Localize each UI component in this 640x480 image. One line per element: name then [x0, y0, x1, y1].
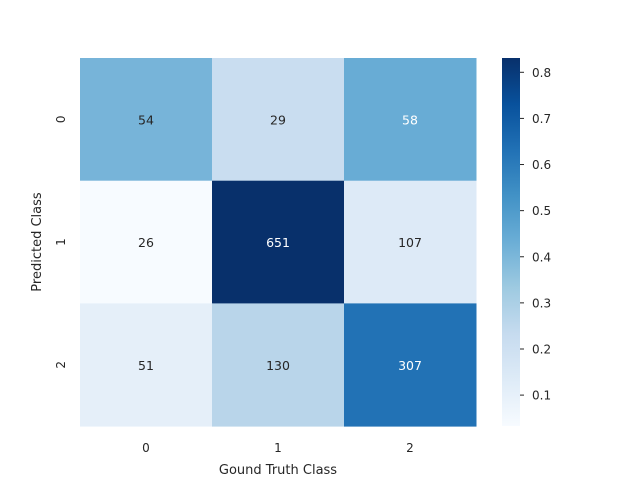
heatmap-cell	[212, 303, 345, 427]
colorbar-tick-label: 0.6	[532, 158, 551, 172]
heatmap-cell	[80, 180, 213, 304]
y-tick-label: 0	[54, 116, 68, 124]
colorbar-tick-label: 0.4	[532, 250, 551, 264]
cell-value-label: 54	[138, 112, 154, 127]
cell-value-label: 58	[402, 112, 418, 127]
heatmap-cell	[344, 303, 477, 427]
cell-value-label: 651	[266, 235, 290, 250]
heatmap-cell	[80, 58, 213, 182]
y-axis-ticks: 0 1 2	[54, 116, 68, 369]
cell-value-label: 29	[270, 112, 286, 127]
cell-value-label: 107	[398, 235, 422, 250]
x-tick-label: 2	[406, 441, 414, 455]
x-axis-label: Gound Truth Class	[219, 463, 337, 478]
colorbar-tick-label: 0.1	[532, 389, 551, 403]
heatmap-cell	[80, 303, 213, 427]
colorbar-tick-label: 0.2	[532, 342, 551, 356]
cell-value-label: 130	[266, 358, 290, 373]
colorbar-tick-label: 0.7	[532, 112, 551, 126]
y-tick-label: 1	[54, 238, 68, 246]
heatmap-cell	[344, 58, 477, 182]
cell-value-label: 26	[138, 235, 154, 250]
heatmap-cell	[212, 58, 345, 182]
x-tick-label: 1	[274, 441, 282, 455]
heatmap-cells: 54 29 58 26 651 107 51 130 307	[80, 58, 477, 427]
y-tick-label: 2	[54, 361, 68, 369]
y-axis-label: Predicted Class	[30, 192, 45, 292]
x-tick-label: 0	[142, 441, 150, 455]
heatmap-cell	[212, 180, 345, 304]
colorbar-tick-label: 0.5	[532, 204, 551, 218]
colorbar	[502, 58, 520, 426]
cell-value-label: 307	[398, 358, 422, 373]
cell-value-label: 51	[138, 358, 154, 373]
colorbar-ticks: 0.1 0.2 0.3 0.4 0.5 0.6 0.7 0.8	[520, 66, 551, 403]
heatmap-cell	[344, 180, 477, 304]
colorbar-tick-label: 0.3	[532, 296, 551, 310]
x-axis-ticks: 0 1 2	[142, 441, 414, 455]
colorbar-tick-label: 0.8	[532, 66, 551, 80]
